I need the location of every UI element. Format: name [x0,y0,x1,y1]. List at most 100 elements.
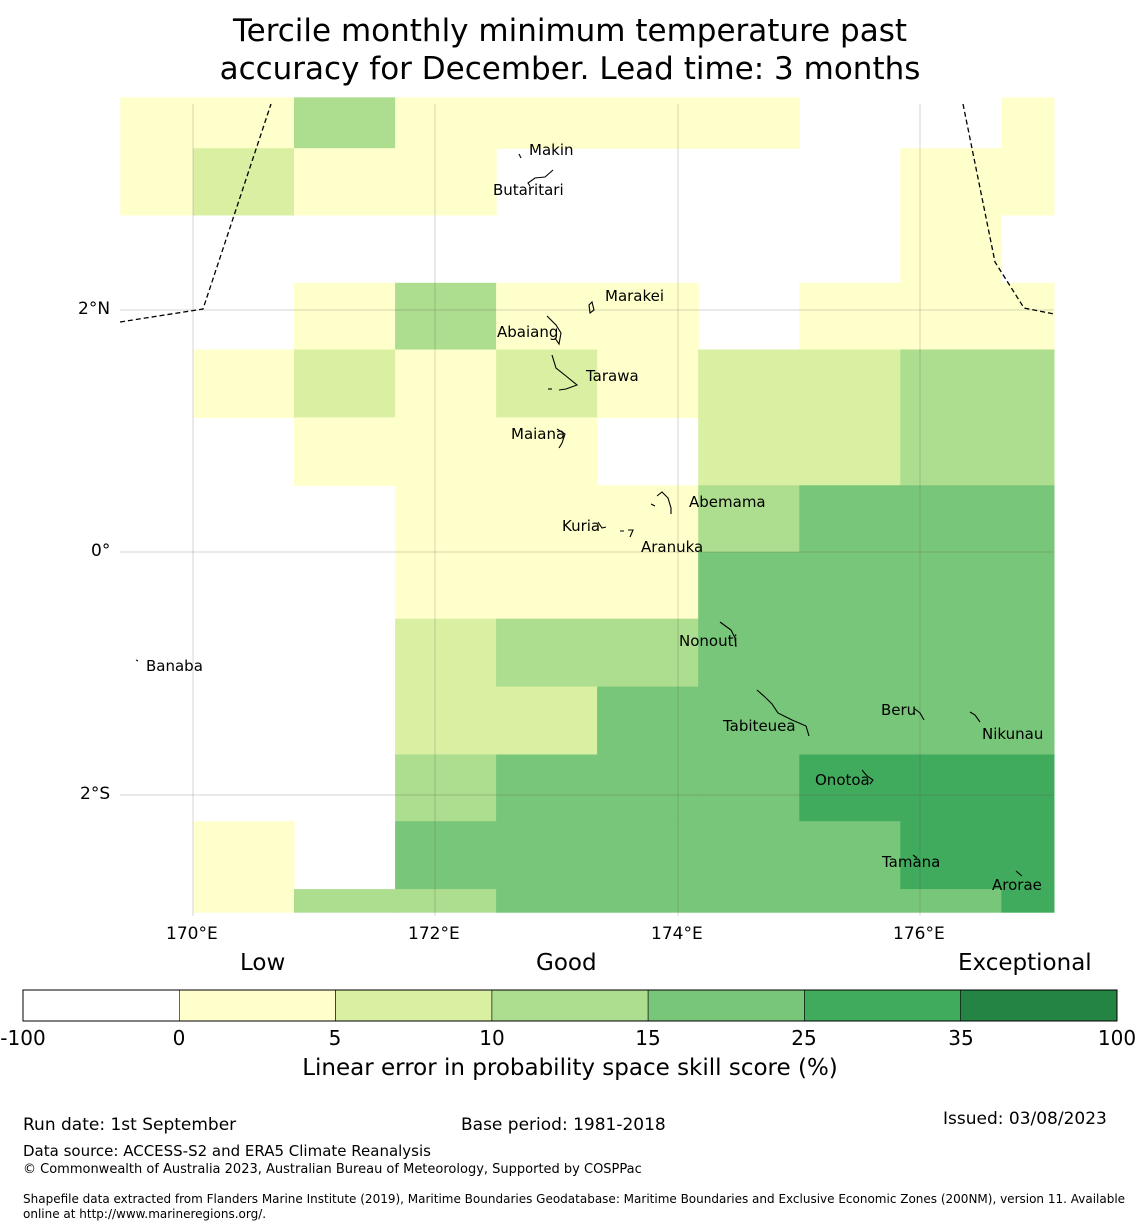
eez-boundary-west [119,103,272,323]
colorbar-bin-0 [22,989,180,1022]
grid-cell-r9-c3 [395,686,497,756]
grid-cell-r7-c8 [900,552,1002,620]
grid-cell-r10-c4 [496,754,598,822]
grid-cell-r7-c4 [496,552,598,620]
grid-cell-r5-c3 [395,417,497,486]
grid-cell-r3-c3 [395,282,497,351]
grid-cell-r9-c4 [496,686,598,756]
grid-cell-r6-c3 [395,485,497,553]
grid-cell-r0-c5 [597,97,699,149]
skill-grid [120,97,1055,913]
grid-cell-r11-c1 [193,821,295,890]
island-maiana-shape [556,428,566,449]
label-arorae: Arorae [992,876,1042,894]
grid-cell-r7-c7 [799,552,901,620]
colorbar-tick-3: 10 [479,1026,505,1050]
base-period: Base period: 1981-2018 [461,1115,666,1135]
grid-cell-r8-c9 [1001,618,1055,688]
lon-tick-172e: 172°E [408,924,460,944]
label-tabiteuea: Tabiteuea [723,717,796,735]
colorbar-tick-1: 0 [172,1026,186,1050]
grid-cell-r4-c6 [698,349,800,418]
grid-cell-r12-c2 [294,889,396,913]
island-nikunau-shape [969,711,981,723]
grid-cell-r0-c6 [698,97,800,149]
label-onotoa: Onotoa [815,771,870,789]
grid-cell-r10-c9 [1001,754,1055,822]
colorbar-bin-2 [335,989,493,1022]
label-aranuka: Aranuka [641,538,704,556]
grid-cell-r3-c7 [799,282,901,351]
colorbar-tick-2: 5 [328,1026,342,1050]
colorbar-tick-4: 15 [635,1026,661,1050]
grid-cell-r10-c8 [900,754,1002,822]
grid-cell-r10-c3 [395,754,497,822]
grid-cell-r12-c7 [799,889,901,913]
issued-date: Issued: 03/08/2023 [943,1109,1107,1129]
grid-cell-r0-c3 [395,97,497,149]
run-date: Run date: 1st September [23,1115,237,1135]
grid-cell-r8-c5 [597,618,699,688]
legend-category-good: Good [536,950,597,976]
label-abaiang: Abaiang [497,323,559,341]
grid-cell-r11-c5 [597,821,699,890]
island-outlines [135,153,1023,877]
grid-cell-r6-c6 [698,485,800,553]
island-marakei-shape [588,300,595,315]
grid-cell-r12-c3 [395,889,497,913]
island-butaritari-shape [527,169,554,187]
grid-cell-r6-c4 [496,485,598,553]
grid-cell-r4-c1 [193,349,295,418]
lat-tick-0: 0° [91,541,111,561]
lat-tick-2n: 2°N [78,299,111,319]
grid-cell-r6-c8 [900,485,1002,553]
label-maiana: Maiana [511,425,566,443]
island-aranuka-shape [620,529,634,538]
grid-cell-r11-c3 [395,821,497,890]
grid-cell-r5-c4 [496,417,598,486]
grid-cell-r11-c4 [496,821,598,890]
label-beru: Beru [881,701,917,719]
grid-cell-r10-c5 [597,754,699,822]
grid-cell-r10-c7 [799,754,901,822]
colorbar-tick-5: 25 [791,1026,817,1050]
grid-cell-r5-c9 [1001,417,1055,486]
island-banaba-shape [135,659,139,662]
grid-cell-r4-c2 [294,349,396,418]
label-nikunau: Nikunau [982,725,1044,743]
grid-cell-r5-c7 [799,417,901,486]
lon-tick-170e: 170°E [166,924,218,944]
label-tarawa: Tarawa [586,367,639,385]
grid-cell-r7-c9 [1001,552,1055,620]
grid-cell-r4-c7 [799,349,901,418]
grid-cell-r1-c2 [294,148,396,216]
label-marakei: Marakei [605,287,665,305]
label-banaba: Banaba [146,657,203,675]
label-kuria: Kuria [562,517,601,535]
grid-cell-r9-c6 [698,686,800,756]
label-abemama: Abemama [689,493,766,511]
shapefile-credit-line-1: Shapefile data extracted from Flanders M… [23,1192,1126,1206]
lon-tick-176e: 176°E [893,924,945,944]
island-arorae-shape [1015,870,1023,877]
grid-cell-r0-c4 [496,97,598,149]
shapefile-credit-line-2: online at http://www.marineregions.org/. [23,1207,267,1221]
legend-category-exceptional: Exceptional [958,950,1092,976]
colorbar-bin-6 [960,989,1118,1022]
legend-category-low: Low [240,950,286,976]
grid-cell-r4-c5 [597,349,699,418]
grid-cell-r1-c9 [1001,148,1055,216]
grid-cell-r10-c6 [698,754,800,822]
grid-cell-r12-c1 [193,889,295,913]
graticule [120,104,1054,916]
grid-cell-r3-c2 [294,282,396,351]
grid-cell-r8-c6 [698,618,800,688]
grid-cell-r12-c6 [698,889,800,913]
grid-cell-r4-c8 [900,349,1002,418]
island-beru-shape [914,708,925,721]
grid-cell-r11-c6 [698,821,800,890]
label-tamana: Tamana [882,853,941,871]
grid-cell-r1-c1 [193,148,295,216]
